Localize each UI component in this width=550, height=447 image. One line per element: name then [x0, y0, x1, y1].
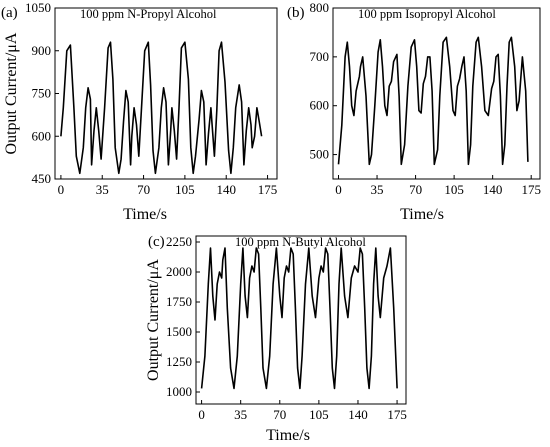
- y-tick-label: 2250: [166, 234, 192, 249]
- x-tick-label: 0: [198, 407, 205, 422]
- x-tick-label: 175: [387, 407, 407, 422]
- x-tick-label: 175: [258, 182, 278, 197]
- x-tick-label: 35: [96, 182, 109, 197]
- panel-label: (c): [148, 234, 165, 250]
- annotation: 100 ppm N-Propyl Alcohol: [80, 7, 217, 21]
- y-tick-label: 900: [32, 43, 52, 58]
- x-tick-label: 70: [273, 407, 286, 422]
- y-tick-label: 1050: [25, 0, 51, 15]
- x-tick-label: 175: [521, 182, 541, 197]
- y-tick-label: 500: [310, 147, 330, 162]
- y-tick-label: 600: [32, 128, 52, 143]
- y-tick-label: 750: [32, 86, 52, 101]
- x-tick-label: 105: [309, 407, 329, 422]
- x-tick-label: 140: [348, 407, 368, 422]
- x-tick-label: 105: [444, 182, 464, 197]
- y-axis-label: Output Current/μA: [145, 259, 162, 381]
- plot-frame: [332, 7, 541, 180]
- y-tick-label: 1250: [166, 354, 192, 369]
- annotation: 100 ppm N-Butyl Alcohol: [235, 235, 366, 249]
- y-tick-label: 2000: [166, 264, 192, 279]
- chart-panel-1: 0 35 70 105 140 175 500 600 700 800 (b) 100 ppm Iso…: [287, 0, 541, 223]
- x-axis-label: Time/s: [123, 206, 167, 223]
- y-axis-label: Output Current/μA: [3, 32, 20, 154]
- panel-label: (a): [1, 5, 18, 21]
- y-tick-label: 600: [310, 98, 330, 113]
- x-tick-label: 70: [137, 182, 150, 197]
- x-tick-label: 140: [216, 182, 236, 197]
- x-tick-label: 0: [335, 182, 342, 197]
- y-tick-label: 1000: [166, 384, 192, 399]
- x-tick-label: 70: [409, 182, 422, 197]
- x-axis-label: Time/s: [266, 427, 310, 444]
- chart-panel-2: 0 35 70 105 140 175 1000 1250 1500 1750 2000 2250(c…: [145, 234, 407, 444]
- y-tick-label: 700: [310, 49, 330, 64]
- x-tick-label: 35: [234, 407, 247, 422]
- series-line-0: [60, 41, 263, 175]
- x-tick-label: 105: [175, 182, 195, 197]
- panel-label: (b): [287, 5, 305, 21]
- annotation: 100 ppm Isopropyl Alcohol: [358, 7, 496, 21]
- y-tick-label: 1500: [166, 324, 192, 339]
- x-axis-label: Time/s: [400, 206, 444, 223]
- x-tick-label: 0: [58, 182, 65, 197]
- plot-frame: [195, 235, 407, 405]
- series-line-0: [200, 247, 398, 390]
- x-tick-label: 35: [371, 182, 384, 197]
- y-tick-label: 450: [32, 171, 52, 186]
- y-tick-label: 1750: [166, 294, 192, 309]
- x-tick-label: 140: [483, 182, 503, 197]
- chart-panel-0: 0 35 70 105 140 175 450 600 750 900 1050 (a) 100 ppm…: [1, 0, 278, 223]
- series-line-0: [337, 36, 529, 166]
- y-tick-label: 800: [310, 0, 330, 15]
